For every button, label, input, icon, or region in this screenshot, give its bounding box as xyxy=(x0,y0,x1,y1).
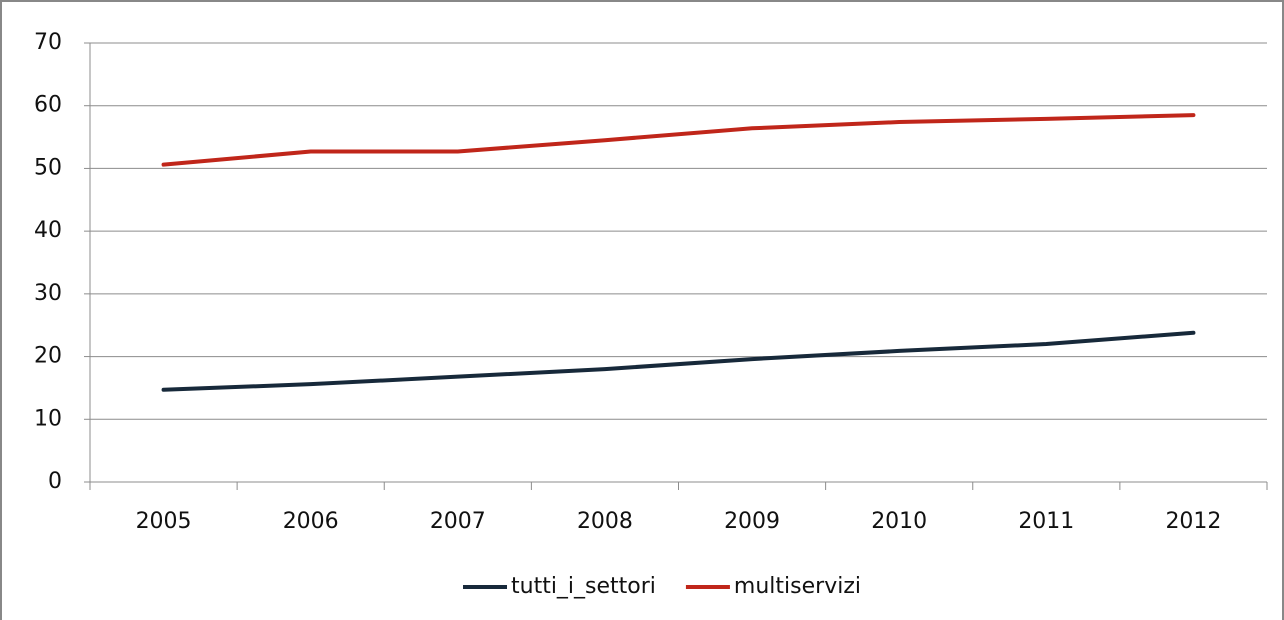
series-line xyxy=(161,113,1196,167)
x-tick-label: 2008 xyxy=(577,509,633,534)
x-tick-label: 2005 xyxy=(136,509,192,534)
legend-label: multiservizi xyxy=(734,574,861,599)
y-tick-label: 20 xyxy=(34,344,62,369)
series-line xyxy=(161,330,1196,392)
y-tick-label: 0 xyxy=(48,469,62,494)
x-tick-label: 2012 xyxy=(1165,509,1221,534)
y-tick-label: 60 xyxy=(34,93,62,118)
legend-label: tutti_i_settori xyxy=(511,574,656,599)
y-tick-label: 70 xyxy=(34,30,62,55)
y-tick-label: 40 xyxy=(34,218,62,243)
y-tick-label: 30 xyxy=(34,281,62,306)
x-tick-label: 2007 xyxy=(430,509,486,534)
y-tick-label: 50 xyxy=(34,155,62,180)
x-tick-label: 2011 xyxy=(1018,509,1074,534)
x-tick-label: 2009 xyxy=(724,509,780,534)
x-tick-label: 2010 xyxy=(871,509,927,534)
y-tick-label: 10 xyxy=(34,406,62,431)
x-tick-label: 2006 xyxy=(283,509,339,534)
